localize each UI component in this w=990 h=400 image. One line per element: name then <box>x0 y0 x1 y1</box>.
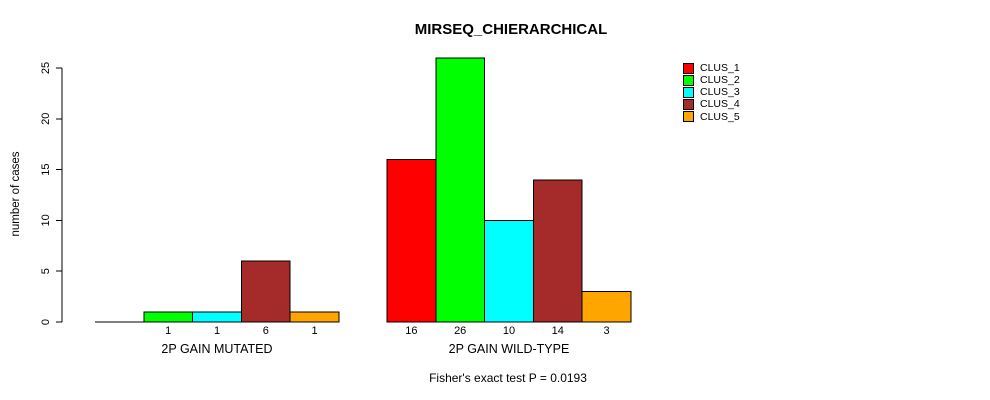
bar-clus_3 <box>192 311 242 323</box>
bar-value-label: 26 <box>454 325 466 337</box>
legend-color-swatch <box>683 111 694 123</box>
y-tick-label: 15 <box>40 163 52 175</box>
y-tick-label: 10 <box>40 214 52 226</box>
bar-clus_4 <box>240 260 291 323</box>
chart-title: MIRSEQ_CHIERARCHICAL <box>414 21 608 38</box>
legend-color-swatch <box>683 86 694 98</box>
bar-clus_1 <box>386 158 437 323</box>
legend-color-swatch <box>683 62 694 74</box>
legend-label: CLUS_3 <box>700 86 740 99</box>
category-label: 2P GAIN MUTATED <box>161 342 272 356</box>
bar-value-label: 6 <box>263 325 269 337</box>
bar-clus_2 <box>143 311 194 323</box>
legend-label: CLUS_4 <box>700 98 740 111</box>
legend-label: CLUS_2 <box>700 74 740 87</box>
y-tick-label: 0 <box>40 319 52 325</box>
bar-clus_5 <box>289 311 340 323</box>
legend: CLUS_1 CLUS_2 CLUS_3 CLUS_4 CLUS_5 <box>683 62 740 123</box>
legend-item: CLUS_4 <box>683 99 740 111</box>
y-axis-label: number of cases <box>10 151 22 236</box>
legend-item: CLUS_2 <box>683 74 740 86</box>
bar-value-label: 16 <box>405 325 417 337</box>
legend-item: CLUS_3 <box>683 86 740 98</box>
bar-value-label: 14 <box>552 325 564 337</box>
legend-color-swatch <box>683 99 694 111</box>
legend-item: CLUS_5 <box>683 111 740 123</box>
y-tick-label: 25 <box>40 62 52 74</box>
bar-clus_2 <box>435 57 486 323</box>
bar-value-label: 1 <box>165 325 171 337</box>
y-tick-label: 5 <box>40 268 52 274</box>
legend-label: CLUS_5 <box>700 110 740 123</box>
legend-color-swatch <box>683 74 694 86</box>
legend-label: CLUS_1 <box>700 61 740 74</box>
annotation-fisher-test: Fisher's exact test P = 0.0193 <box>429 371 587 385</box>
bar-value-label: 10 <box>503 325 515 337</box>
category-label: 2P GAIN WILD-TYPE <box>449 342 570 356</box>
bar-value-label: 1 <box>214 325 220 337</box>
y-tick-label: 20 <box>40 113 52 125</box>
bar-value-label: 3 <box>604 325 610 337</box>
bar-value-label: 1 <box>312 325 318 337</box>
legend-item: CLUS_1 <box>683 62 740 74</box>
bar-clus_5 <box>581 291 632 323</box>
bar-clus_4 <box>532 179 583 323</box>
bar-clus_3 <box>484 219 534 323</box>
